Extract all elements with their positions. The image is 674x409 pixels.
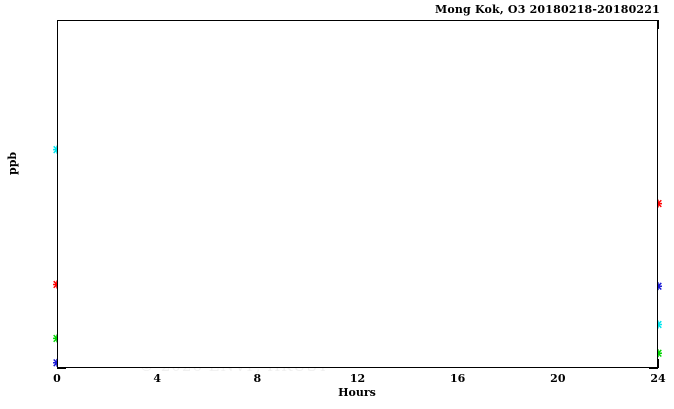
data-point-marker — [654, 320, 662, 329]
data-point-marker — [654, 282, 662, 291]
x-axis-tick-label: 4 — [153, 372, 161, 385]
x-axis-tick — [658, 20, 659, 29]
x-axis-tick-label: 12 — [349, 372, 366, 385]
plot-frame — [57, 20, 658, 368]
y-axis-title: ppb — [6, 151, 19, 175]
x-axis-tick — [658, 359, 659, 368]
data-point-marker — [654, 349, 662, 358]
x-axis-tick-label: 0 — [53, 372, 61, 385]
chart-title: Mong Kok, O3 20180218-20180221 — [434, 3, 660, 16]
y-axis-tick — [649, 368, 658, 369]
data-point-marker — [654, 199, 662, 208]
x-axis-tick-label: 8 — [253, 372, 262, 385]
x-axis-tick-label: 16 — [450, 372, 466, 385]
plot-area: 051015202530354004812162024 © 2026 ENVF,… — [53, 20, 666, 385]
x-axis-tick-label: 24 — [650, 372, 666, 385]
x-axis-title: Hours — [338, 386, 376, 399]
x-axis-tick-label: 20 — [550, 372, 566, 385]
y-axis-tick — [57, 368, 66, 369]
